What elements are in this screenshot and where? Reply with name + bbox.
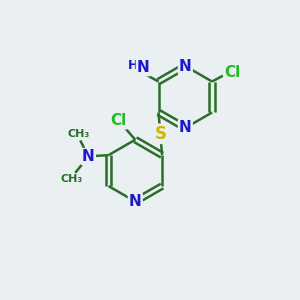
Text: CH₃: CH₃ [61, 174, 83, 184]
Text: H: H [128, 59, 138, 72]
Text: N: N [82, 149, 95, 164]
Text: S: S [154, 125, 166, 143]
Text: N: N [179, 58, 192, 74]
Text: CH₃: CH₃ [68, 129, 90, 139]
Text: N: N [137, 60, 150, 75]
Text: N: N [179, 120, 192, 135]
Text: Cl: Cl [225, 65, 241, 80]
Text: N: N [129, 194, 142, 209]
Text: Cl: Cl [110, 113, 127, 128]
